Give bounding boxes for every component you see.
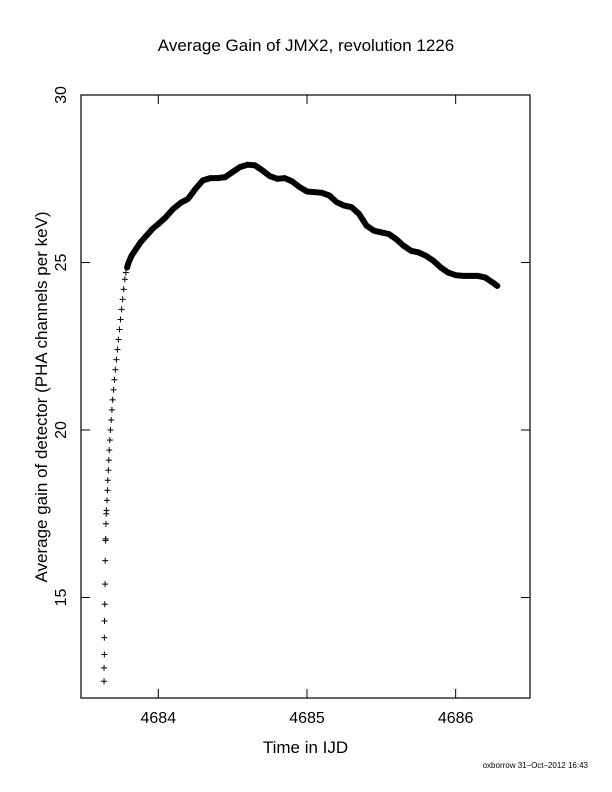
data-point — [118, 306, 125, 313]
data-point — [101, 634, 108, 641]
data-point — [102, 520, 109, 527]
data-point — [110, 386, 117, 393]
data-point — [116, 326, 123, 333]
data-point — [101, 617, 108, 624]
data-point — [111, 376, 118, 383]
x-axis-label: Time in IJD — [262, 738, 349, 757]
data-point — [106, 447, 113, 454]
data-point — [103, 507, 110, 514]
data-point — [101, 678, 108, 685]
y-tick-label: 30 — [53, 86, 70, 104]
data-point — [109, 396, 116, 403]
ticks-layer: 4684 4685 4686 15 20 25 30 — [53, 86, 530, 727]
footer-stamp: oxborrow 31–Oct–2012 16:43 — [482, 761, 588, 770]
x-tick-label: 4686 — [438, 710, 474, 727]
y-tick-label: 20 — [53, 421, 70, 439]
y-tick-label: 25 — [53, 254, 70, 272]
data-point — [122, 269, 129, 276]
data-points-layer — [101, 161, 501, 685]
x-tick-label: 4684 — [141, 710, 177, 727]
data-point — [108, 416, 115, 423]
data-point — [121, 276, 128, 283]
data-point — [101, 664, 108, 671]
data-point — [102, 581, 109, 588]
y-tick-label: 15 — [53, 589, 70, 607]
data-point — [105, 457, 112, 464]
data-point — [101, 601, 108, 608]
data-point — [101, 651, 108, 658]
y-axis-label: Average gain of detector (PHA channels p… — [32, 211, 51, 583]
data-series-dense-band — [124, 161, 501, 289]
data-point — [104, 477, 111, 484]
data-point — [120, 286, 127, 293]
data-point — [104, 487, 111, 494]
data-point — [108, 406, 115, 413]
data-point — [117, 316, 124, 323]
chart-title: Average Gain of JMX2, revolution 1226 — [157, 36, 455, 55]
data-point — [112, 366, 119, 373]
plot-frame — [80, 94, 531, 699]
x-tick-label: 4685 — [289, 710, 325, 727]
data-point — [119, 296, 126, 303]
data-point — [107, 427, 114, 433]
data-point — [106, 437, 113, 444]
data-point — [102, 557, 109, 564]
data-point — [105, 467, 112, 474]
data-point — [104, 497, 111, 504]
data-point — [113, 356, 120, 363]
data-point — [102, 535, 109, 542]
data-point — [114, 346, 121, 353]
data-point — [115, 336, 122, 343]
